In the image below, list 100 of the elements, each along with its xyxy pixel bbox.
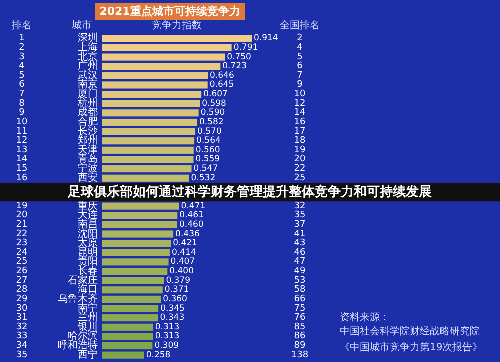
text: 《中国城市竞争力第19次报告》	[340, 342, 483, 354]
y-tick-label: 长沙	[78, 125, 98, 138]
text: 89	[294, 341, 306, 352]
text: 12	[294, 98, 306, 109]
text: 25	[16, 257, 28, 268]
text: 33	[16, 332, 28, 342]
bar	[102, 333, 154, 340]
bar	[102, 268, 168, 276]
text: 35	[294, 210, 306, 221]
bar	[102, 156, 194, 164]
y-tick-label: 北京	[78, 50, 98, 63]
text: 85	[294, 322, 306, 332]
text: 排名	[12, 20, 32, 32]
y-tick-label: 乌鲁木齐	[58, 292, 98, 305]
text: 22	[294, 164, 306, 174]
data-label: 0.407	[170, 257, 196, 268]
text: 3	[19, 52, 25, 62]
text: 21	[16, 220, 28, 230]
bar	[102, 240, 172, 248]
data-label: 0.750	[227, 52, 252, 62]
text: 28	[16, 285, 28, 296]
data-label: 0.791	[234, 42, 258, 53]
data-label: 0.421	[173, 238, 198, 249]
data-label: 0.460	[179, 220, 204, 230]
y-tick-label: 西宁	[78, 348, 98, 361]
data-label: 0.461	[180, 210, 204, 221]
text: 全国排名	[280, 20, 320, 32]
text: 43	[294, 238, 306, 249]
text: 76	[294, 313, 306, 324]
data-label: 0.582	[200, 117, 224, 128]
data-label: 0.371	[164, 285, 190, 296]
text: 32	[294, 201, 306, 212]
bar	[102, 63, 221, 70]
text: 6	[19, 80, 26, 90]
bar	[102, 128, 196, 136]
y-tick-label: 西安	[78, 172, 98, 184]
bar	[102, 314, 158, 322]
text: 10	[294, 90, 306, 100]
text: 31	[16, 313, 28, 324]
data-label: 0.645	[210, 80, 234, 90]
text: 10	[16, 117, 28, 128]
data-label: 0.313	[155, 332, 180, 342]
text: 19	[294, 145, 306, 156]
y-tick-label: 银川	[77, 320, 98, 333]
chart-title: 2021重点城市可持续竞争力	[100, 5, 240, 18]
text: 8	[19, 98, 26, 109]
data-label: 0.564	[196, 136, 221, 146]
data-label: 0.598	[202, 98, 226, 109]
text: 22	[16, 229, 28, 240]
y-tick-label: 昆明	[78, 247, 98, 258]
data-label: 0.471	[181, 201, 206, 212]
text: 49	[294, 266, 306, 277]
bar	[102, 202, 180, 210]
bar	[102, 277, 164, 284]
data-label: 0.607	[204, 90, 228, 100]
text: 138	[291, 350, 309, 360]
text: 30	[16, 304, 28, 314]
data-label: 0.560	[196, 145, 220, 156]
bar	[102, 296, 162, 303]
text: 18	[294, 136, 306, 146]
bar	[102, 249, 170, 256]
text: 12	[16, 136, 28, 146]
text: 37	[294, 220, 306, 230]
y-tick-label: 南昌	[78, 218, 98, 230]
bar	[102, 305, 159, 312]
text: 24	[16, 248, 28, 258]
text: 53	[294, 276, 306, 286]
data-label: 0.258	[146, 350, 171, 360]
bar	[102, 54, 226, 61]
text: 13	[16, 145, 28, 156]
banner: 足球俱乐部如何通过科学财务管理提升整体竞争力和可持续发展	[0, 183, 500, 202]
text: 26	[16, 266, 28, 277]
bar	[102, 230, 174, 238]
text: 17	[294, 126, 306, 137]
data-label: 0.436	[176, 229, 200, 240]
bar	[102, 44, 232, 52]
text: 32	[16, 322, 28, 332]
text: 23	[16, 238, 28, 249]
text: 11	[16, 126, 28, 137]
data-label: 0.379	[166, 276, 191, 286]
bar	[102, 91, 202, 98]
data-label: 0.532	[191, 173, 216, 184]
y-tick-label: 南宁	[78, 302, 98, 314]
text: 14	[16, 154, 28, 165]
bar	[102, 35, 252, 42]
bar	[102, 100, 200, 108]
bar	[102, 82, 208, 89]
bar	[102, 221, 178, 228]
text: 2	[297, 34, 303, 44]
y-tick-label: 杭州	[77, 97, 98, 110]
text: 4	[297, 42, 304, 53]
text: 2	[19, 42, 25, 53]
text: 7	[297, 70, 303, 81]
data-label: 0.570	[198, 126, 222, 137]
data-label: 0.723	[222, 62, 247, 72]
bar	[102, 166, 192, 173]
data-label: 0.343	[160, 313, 185, 324]
text: 19	[16, 201, 28, 212]
bar	[102, 352, 144, 359]
text: 58	[294, 285, 306, 296]
